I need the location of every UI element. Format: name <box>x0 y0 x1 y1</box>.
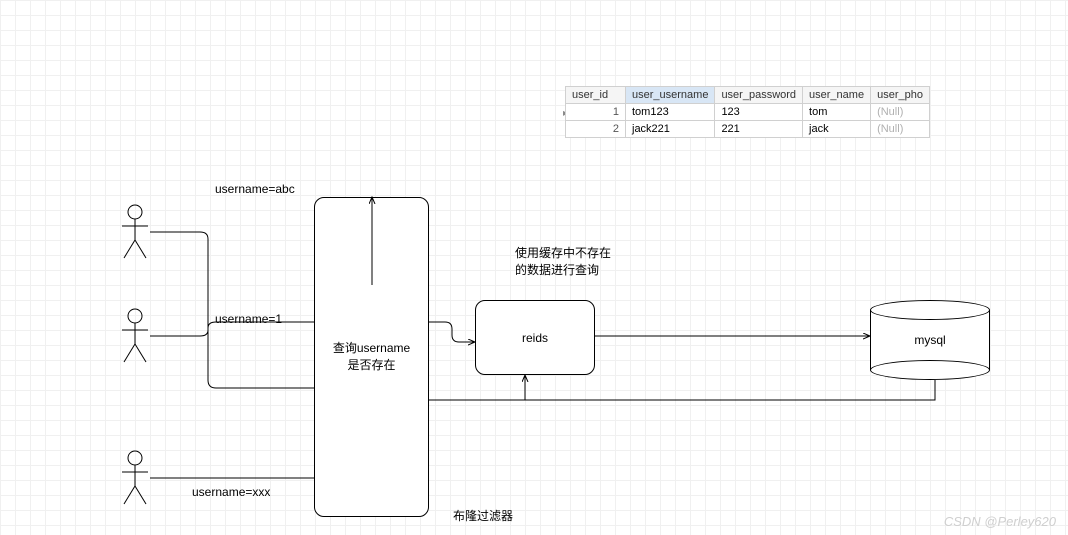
actor-2 <box>120 308 150 364</box>
mysql-label: mysql <box>914 333 945 347</box>
actor-2-label: username=1 <box>215 312 282 326</box>
bloom-filter-label: 布隆过滤器 <box>453 507 513 524</box>
redis-label: reids <box>522 331 548 345</box>
actor-3-label: username=xxx <box>192 485 270 499</box>
watermark: CSDN @Perley620 <box>944 514 1056 529</box>
redis-box: reids <box>475 300 595 375</box>
diagram-canvas: username=abc username=1 username=xxx 查询u… <box>0 0 1068 535</box>
filter-label-1: 查询username <box>333 341 410 355</box>
actor-3 <box>120 450 150 506</box>
filter-label-2: 是否存在 <box>347 358 395 372</box>
bloom-filter-box: 查询username 是否存在 <box>314 197 429 517</box>
redis-top-label: 使用缓存中不存在 的数据进行查询 <box>515 245 611 279</box>
actor-1-label: username=abc <box>215 182 295 196</box>
data-table: user_iduser_usernameuser_passworduser_na… <box>565 86 930 138</box>
mysql-cylinder: mysql <box>870 300 990 380</box>
actor-1 <box>120 204 150 260</box>
